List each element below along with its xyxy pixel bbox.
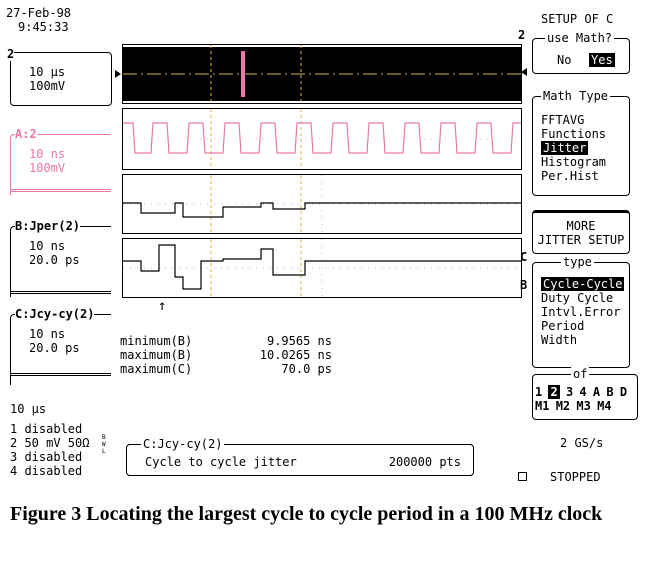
jitter-type-item-intvl-error[interactable]: Intvl.Error <box>541 305 621 319</box>
math-type-item-perhist[interactable]: Per.Hist <box>541 169 599 183</box>
trace-C-waveform <box>123 239 521 297</box>
jitter-type-item-period[interactable]: Period <box>541 319 585 333</box>
use-math-option-yes[interactable]: Yes <box>589 53 615 67</box>
source-option-A[interactable]: A <box>592 385 601 399</box>
channel-status-line: 2 50 mV 50Ω <box>10 436 90 450</box>
measurement-value: 70.0 ps <box>281 362 332 376</box>
menu-title-text: SETUP OF C <box>541 12 614 26</box>
use-math-option-no[interactable]: No <box>557 53 572 67</box>
trace-B-timebase: 10 ns <box>29 239 66 253</box>
measurement-value: 9.9565 ns <box>266 334 332 348</box>
math-type-label: Math Type <box>541 89 611 103</box>
time-label: 9:45:33 <box>18 20 69 34</box>
trace-A-waveform <box>123 109 521 169</box>
use-math-label: use Math? <box>545 31 615 45</box>
jitter-type-item-width[interactable]: Width <box>541 333 578 347</box>
measurement-value: 10.0265 ns <box>259 348 332 362</box>
trace-B-marker: B <box>520 278 528 292</box>
channel-2-timebase: 10 µs <box>29 65 66 79</box>
trace-C-panel[interactable]: C:Jcy-cy(2) 10 ns 20.0 ps <box>10 307 111 385</box>
channel-status-line: 3 disabled <box>10 450 83 464</box>
timebase-label: 10 µs <box>10 402 47 416</box>
math-type-menu[interactable]: Math Type FFTAVG Functions Jitter Histog… <box>532 89 630 196</box>
trace-A-volts: 100mV <box>29 161 66 175</box>
trace-2-grid[interactable] <box>122 44 522 104</box>
channel-2-panel[interactable]: 2 10 µs 100mV <box>7 47 112 106</box>
source-option-M3[interactable]: M3 <box>576 399 591 413</box>
trace-B-divider <box>11 291 111 294</box>
channel-status-line: 4 disabled <box>10 464 83 478</box>
jitter-type-menu[interactable]: type Cycle-Cycle Duty Cycle Intvl.Error … <box>532 255 630 368</box>
more-jitter-setup-button[interactable]: MORE JITTER SETUP <box>532 210 630 254</box>
trace-C-grid[interactable] <box>122 238 522 298</box>
math-type-item-fftavg[interactable]: FFTAVG <box>541 113 585 127</box>
trace-C-timebase: 10 ns <box>29 327 66 341</box>
source-option-1[interactable]: 1 <box>535 385 543 399</box>
jitter-setup-label: JITTER SETUP <box>537 233 625 247</box>
measurement-label: maximum(B) <box>120 348 193 362</box>
channel-status-list: 1 disabled 2 50 mV 50Ω 3 disabled 4 disa… <box>10 422 89 478</box>
source-option-3[interactable]: 3 <box>565 385 574 399</box>
math-info-text: Cycle to cycle jitter <box>145 455 297 469</box>
measurement-label: maximum(C) <box>120 362 193 376</box>
source-row-1: 1 2 3 4 A B D <box>535 385 627 399</box>
date-label: 27-Feb-98 <box>6 6 72 20</box>
trace-B-panel[interactable]: B:Jper(2) 10 ns 20.0 ps <box>10 219 111 297</box>
math-type-item-functions[interactable]: Functions <box>541 127 607 141</box>
trace-C-marker: C <box>520 250 528 264</box>
trace-2-waveform <box>123 45 521 103</box>
source-of-selector[interactable]: of 1 2 3 4 A B D M1 M2 M3 M4 <box>532 367 638 420</box>
math-type-item-jitter[interactable]: Jitter <box>541 141 627 155</box>
trace-A-divider <box>11 189 111 192</box>
channel-2-number: 2 <box>7 47 15 61</box>
trace-C-volts: 20.0 ps <box>29 341 80 355</box>
trace-A-grid[interactable] <box>122 108 522 170</box>
menu-title: SETUP OF C <box>541 12 613 26</box>
trace-A-panel[interactable]: A:2 10 ns 100mV <box>10 127 111 195</box>
acquisition-state: STOPPED <box>550 470 601 484</box>
trace-2-marker: 2 <box>518 28 526 42</box>
source-option-4[interactable]: 4 <box>579 385 587 399</box>
measurement-label: minimum(B) <box>120 334 193 348</box>
trace-C-label: C:Jcy-cy(2) <box>15 307 95 321</box>
jitter-type-item-cycle-cycle[interactable]: Cycle-Cycle <box>541 277 627 291</box>
trace-A-timebase: 10 ns <box>29 147 66 161</box>
bandwidth-limit-label: BWL <box>102 434 106 455</box>
source-option-M4[interactable]: M4 <box>597 399 612 413</box>
math-info-box: C:Jcy-cy(2) Cycle to cycle jitter 200000… <box>126 437 474 476</box>
trace-A-label: A:2 <box>15 127 37 141</box>
source-option-M1[interactable]: M1 <box>535 399 550 413</box>
trace-C-divider <box>11 373 111 376</box>
math-info-title: C:Jcy-cy(2) <box>141 437 225 451</box>
source-row-2: M1 M2 M3 M4 <box>535 399 612 413</box>
channel-status-line: 1 disabled <box>10 422 83 436</box>
more-label: MORE <box>566 219 596 233</box>
jitter-type-item-duty-cycle[interactable]: Duty Cycle <box>541 291 614 305</box>
source-option-B[interactable]: B <box>606 385 614 399</box>
trace-B-grid[interactable] <box>122 174 522 234</box>
math-type-item-histogram[interactable]: Histogram <box>541 155 607 169</box>
jitter-type-item-cycle-cycle-label: Cycle-Cycle <box>541 277 625 291</box>
trace-B-waveform <box>123 175 521 233</box>
source-option-D[interactable]: D <box>619 385 628 399</box>
trace-B-volts: 20.0 ps <box>29 253 80 267</box>
cursor-arrow-icon: ↑ <box>158 298 167 314</box>
source-option-M2[interactable]: M2 <box>555 399 571 413</box>
math-type-item-jitter-label: Jitter <box>541 141 589 155</box>
trace-B-label: B:Jper(2) <box>15 219 81 233</box>
figure-caption: Figure 3 Locating the largest cycle to c… <box>10 503 603 525</box>
sample-rate-label: 2 GS/s <box>560 436 604 450</box>
source-option-2[interactable]: 2 <box>548 385 560 399</box>
jitter-type-label: type <box>561 255 594 269</box>
use-math-selector[interactable]: use Math? No Yes <box>532 31 630 74</box>
trace-2-ground-arrow-icon <box>115 70 121 78</box>
math-info-points: 200000 pts <box>388 455 461 469</box>
source-of-label: of <box>571 367 590 381</box>
trace-2-level-arrow-icon <box>521 68 527 76</box>
acquisition-state-icon <box>518 472 527 481</box>
measurements-block: minimum(B) 9.9565 ns maximum(B) 10.0265 … <box>120 334 332 376</box>
channel-2-volts: 100mV <box>29 79 66 93</box>
